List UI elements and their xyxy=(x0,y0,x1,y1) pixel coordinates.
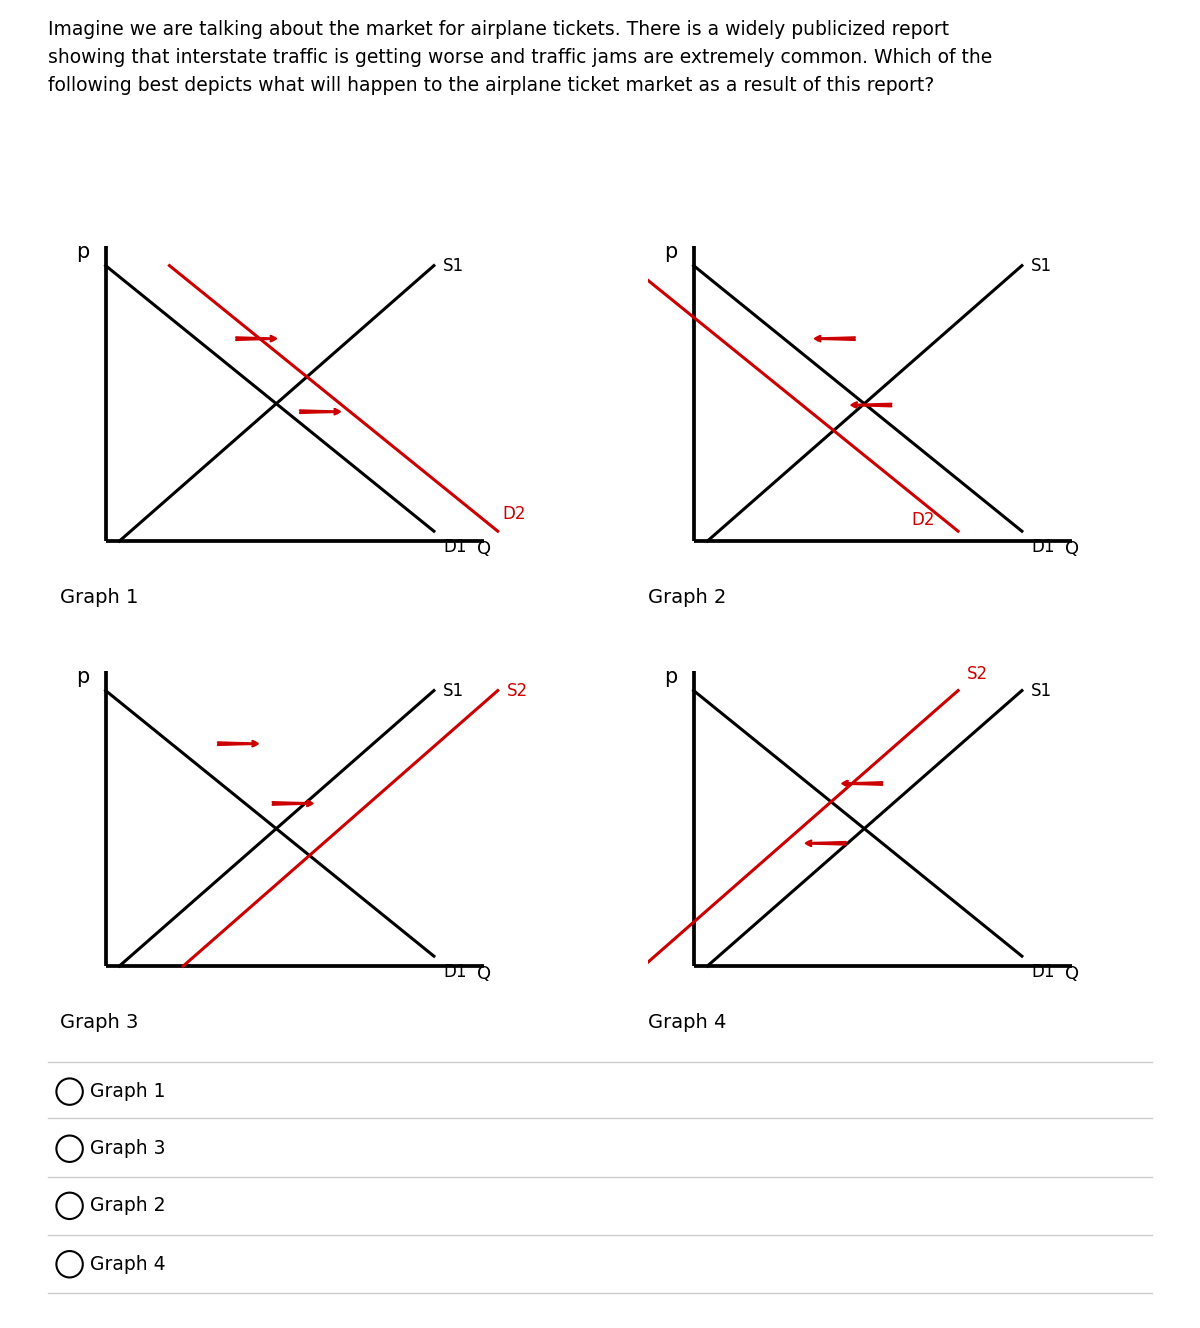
Text: Graph 4: Graph 4 xyxy=(90,1255,166,1274)
Text: p: p xyxy=(76,243,90,263)
Text: D1: D1 xyxy=(1031,963,1055,981)
Text: S2: S2 xyxy=(967,665,989,683)
Text: S1: S1 xyxy=(443,256,464,275)
Text: Graph 1: Graph 1 xyxy=(60,588,138,607)
Text: Graph 1: Graph 1 xyxy=(90,1082,166,1101)
Text: Graph 2: Graph 2 xyxy=(648,588,726,607)
Text: S1: S1 xyxy=(1031,681,1052,700)
Text: D2: D2 xyxy=(912,511,935,530)
Text: p: p xyxy=(664,667,678,688)
Text: D1: D1 xyxy=(443,963,467,981)
Text: Q: Q xyxy=(478,964,491,983)
Text: D2: D2 xyxy=(503,505,526,523)
Text: p: p xyxy=(76,667,90,688)
Text: Graph 2: Graph 2 xyxy=(90,1197,166,1215)
Text: Graph 3: Graph 3 xyxy=(60,1013,138,1032)
Text: Graph 3: Graph 3 xyxy=(90,1139,166,1158)
Text: D1: D1 xyxy=(443,538,467,556)
Text: p: p xyxy=(664,243,678,263)
Text: Imagine we are talking about the market for airplane tickets. There is a widely : Imagine we are talking about the market … xyxy=(48,20,992,94)
Text: Q: Q xyxy=(1066,539,1079,558)
Text: Q: Q xyxy=(478,539,491,558)
Text: Q: Q xyxy=(1066,964,1079,983)
Text: Graph 4: Graph 4 xyxy=(648,1013,726,1032)
Text: D1: D1 xyxy=(1031,538,1055,556)
Text: S1: S1 xyxy=(443,681,464,700)
Text: S2: S2 xyxy=(506,681,528,700)
Text: S1: S1 xyxy=(1031,256,1052,275)
